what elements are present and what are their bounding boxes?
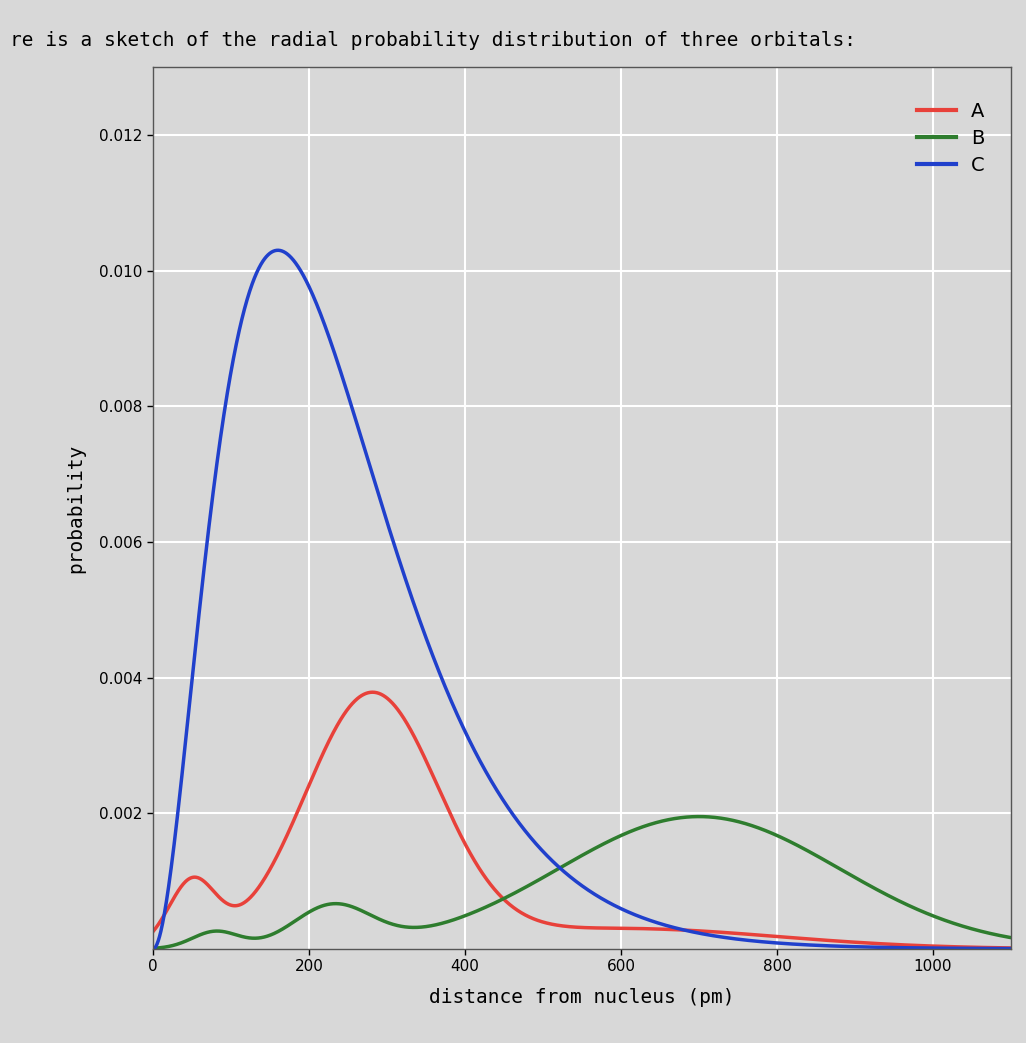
B bbox=[564, 855, 577, 868]
C bbox=[272, 244, 284, 257]
A bbox=[980, 941, 992, 953]
C bbox=[980, 942, 992, 954]
Line: B: B bbox=[153, 817, 1011, 948]
A bbox=[191, 871, 203, 883]
C bbox=[823, 940, 835, 952]
A bbox=[823, 935, 835, 947]
C bbox=[191, 628, 203, 640]
A bbox=[147, 925, 159, 938]
A bbox=[366, 686, 379, 699]
C bbox=[542, 850, 554, 863]
C bbox=[147, 943, 159, 955]
X-axis label: distance from nucleus (pm): distance from nucleus (pm) bbox=[429, 988, 735, 1008]
B bbox=[542, 869, 554, 881]
B bbox=[980, 926, 992, 939]
A bbox=[542, 917, 554, 929]
B bbox=[823, 856, 835, 869]
C bbox=[981, 942, 993, 954]
Y-axis label: probability: probability bbox=[67, 443, 85, 573]
Line: A: A bbox=[153, 693, 1011, 948]
Text: re is a sketch of the radial probability distribution of three orbitals:: re is a sketch of the radial probability… bbox=[10, 31, 857, 50]
B bbox=[191, 930, 203, 943]
B bbox=[1004, 931, 1017, 944]
A bbox=[1004, 942, 1017, 954]
A bbox=[981, 941, 993, 953]
B bbox=[693, 810, 705, 823]
A bbox=[564, 921, 577, 933]
B bbox=[147, 942, 159, 954]
C bbox=[1004, 942, 1017, 954]
Line: C: C bbox=[153, 250, 1011, 949]
Legend: A, B, C: A, B, C bbox=[909, 95, 993, 183]
C bbox=[564, 871, 577, 883]
B bbox=[981, 926, 993, 939]
